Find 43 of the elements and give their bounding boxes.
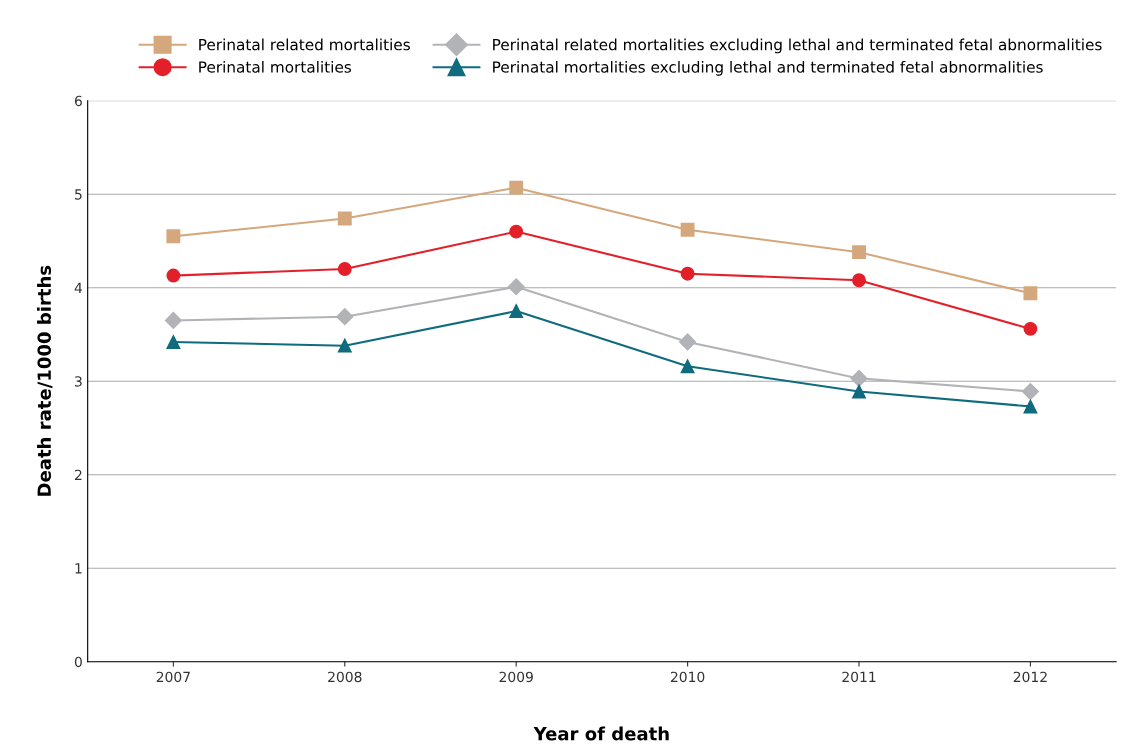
y-tick-label: 1: [75, 563, 82, 574]
y-tick-label: 3: [75, 376, 82, 387]
point: [336, 308, 354, 326]
point: [166, 229, 181, 244]
legend-label: Perinatal related mortalities: [199, 38, 410, 51]
point: [507, 278, 525, 296]
x-tick-label: 2010: [670, 671, 705, 683]
point: [680, 359, 695, 374]
x-tick-label: 2011: [842, 671, 876, 683]
legend-label: Perinatal mortalities: [199, 60, 352, 73]
point: [680, 266, 695, 281]
y-axis-title: Death rate/1000 births: [37, 265, 53, 496]
point: [509, 304, 524, 319]
x-tick-label: 2008: [328, 671, 362, 683]
point: [1023, 399, 1038, 414]
y-tick-label: 5: [75, 189, 82, 200]
point: [850, 369, 868, 387]
point: [337, 338, 352, 353]
point: [1021, 382, 1039, 401]
legend-label: Perinatal related mortalities excluding lethal and terminated fetal abnormalities: [493, 38, 1102, 54]
x-tick-label: 2009: [499, 671, 533, 683]
x-tick-label: 2012: [1013, 671, 1047, 683]
y-tick-label: 6: [74, 95, 82, 107]
point: [166, 268, 181, 283]
x-tick-label: 2007: [156, 671, 190, 683]
point: [509, 180, 524, 195]
point: [852, 245, 866, 260]
point: [1023, 286, 1038, 301]
y-tick-label: 4: [74, 282, 83, 293]
x-axis-title: Year of death: [533, 726, 669, 741]
point: [852, 384, 866, 399]
point: [166, 334, 181, 349]
y-tick-label: 0: [74, 656, 82, 668]
point: [1023, 321, 1038, 336]
point: [164, 311, 182, 329]
legend-label: Perinatal mortalities excluding lethal and terminated fetal abnormalities: [493, 60, 1043, 76]
point: [679, 333, 697, 351]
point: [852, 273, 866, 288]
point: [680, 222, 695, 237]
point: [337, 211, 352, 226]
y-tick-label: 2: [74, 469, 82, 480]
point: [509, 224, 524, 239]
point: [337, 262, 352, 276]
